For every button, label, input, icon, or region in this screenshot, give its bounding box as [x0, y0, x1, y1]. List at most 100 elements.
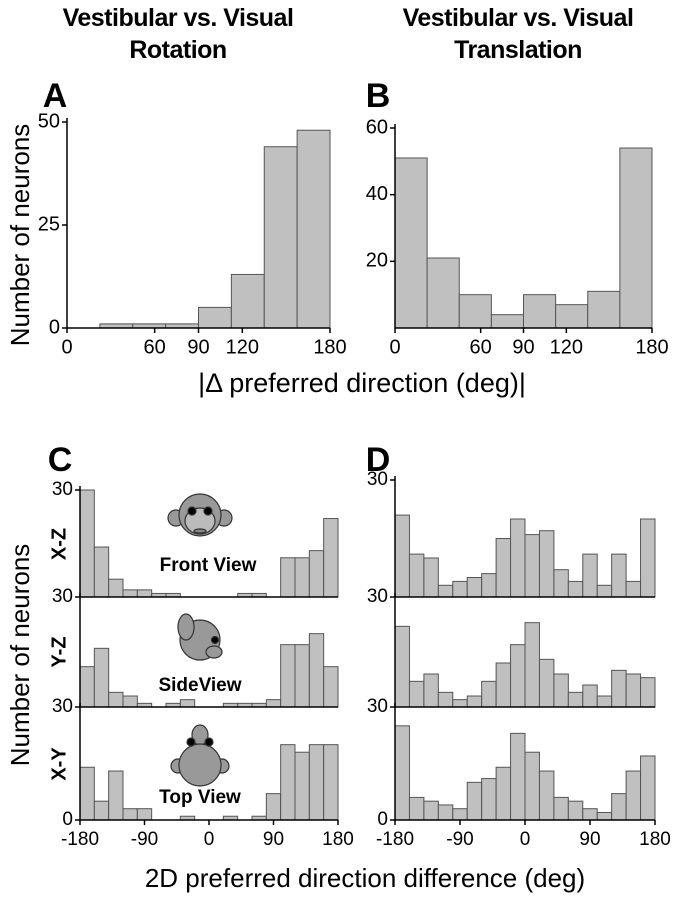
- bar: [452, 808, 468, 821]
- bar: [481, 573, 497, 598]
- bar: [308, 744, 325, 821]
- y-tick-label: 0: [377, 809, 388, 830]
- x-axis-label: 2D preferred direction difference (deg): [145, 863, 585, 893]
- bar: [538, 770, 555, 821]
- column-title: Vestibular vs. Visual Rotation: [62, 4, 294, 64]
- bar: [408, 553, 425, 598]
- x-tick-label: 180: [313, 336, 346, 358]
- bar: [567, 800, 584, 821]
- bar: [582, 808, 598, 821]
- bar: [79, 489, 95, 598]
- panel-label: B: [366, 77, 391, 115]
- bar: [280, 744, 296, 821]
- bar: [408, 796, 425, 821]
- bar: [452, 580, 468, 598]
- view-label: Front View: [160, 555, 257, 576]
- bar: [437, 804, 454, 821]
- bar: [122, 808, 138, 821]
- bar: [265, 699, 282, 708]
- x-tick-label: 60: [470, 336, 492, 358]
- bar: [308, 550, 325, 598]
- bar: [93, 800, 110, 821]
- x-tick-label: -180: [376, 829, 414, 850]
- bar: [280, 557, 296, 598]
- x-tick-label: 0: [520, 829, 531, 850]
- bar: [553, 569, 569, 598]
- bar: [619, 147, 653, 329]
- bar: [510, 644, 526, 708]
- row-label: Y-Z: [48, 636, 70, 667]
- y-tick-label: 20: [366, 250, 388, 272]
- bar: [524, 622, 540, 708]
- bar: [394, 157, 428, 329]
- bar: [323, 666, 339, 708]
- bar: [108, 578, 124, 598]
- bar: [538, 658, 555, 708]
- y-tick-label: 25: [38, 213, 60, 235]
- bar: [640, 677, 656, 708]
- bar: [567, 580, 584, 598]
- bar: [524, 534, 540, 598]
- bar: [79, 766, 95, 821]
- y-tick-label: 50: [38, 110, 60, 132]
- x-tick-label: 0: [61, 336, 72, 358]
- bar: [426, 257, 460, 329]
- bar: [179, 699, 196, 708]
- bar: [108, 770, 124, 821]
- bar: [394, 625, 410, 708]
- bar: [423, 557, 439, 598]
- bar: [495, 662, 512, 708]
- bar: [466, 577, 483, 598]
- column-title: Vestibular vs. Visual Translation: [402, 4, 634, 64]
- bar: [596, 695, 613, 708]
- bar: [437, 584, 454, 598]
- x-tick-label: 180: [322, 829, 354, 850]
- bar: [466, 695, 483, 708]
- bar: [294, 751, 310, 821]
- top-view-icon: [170, 724, 230, 787]
- bar: [294, 557, 310, 598]
- bar: [323, 518, 339, 598]
- x-tick-label: 60: [144, 336, 166, 358]
- bar: [523, 294, 557, 329]
- x-tick-label: 90: [187, 336, 209, 358]
- bar: [93, 546, 110, 598]
- bar: [524, 751, 540, 821]
- x-tick-label: 90: [579, 829, 600, 850]
- bar: [481, 778, 497, 821]
- bar: [553, 673, 569, 708]
- y-tick-label: 60: [366, 116, 388, 138]
- bar: [625, 673, 642, 708]
- y-tick-label: 0: [49, 316, 60, 338]
- y-tick-label: 0: [62, 809, 73, 830]
- x-tick-label: -180: [61, 829, 99, 850]
- bar: [136, 589, 153, 598]
- bar: [582, 553, 598, 598]
- y-tick-label: 30: [367, 586, 388, 607]
- panel-label: A: [43, 77, 68, 115]
- bar: [555, 304, 589, 329]
- bar: [625, 580, 642, 598]
- bar: [466, 781, 483, 821]
- bar: [108, 691, 124, 708]
- y-axis-label: Number of neurons: [5, 124, 35, 347]
- bar: [437, 691, 454, 708]
- row-label: X-Y: [48, 747, 70, 781]
- bar: [553, 796, 569, 821]
- bar: [596, 811, 613, 821]
- bar: [408, 680, 425, 708]
- bar: [495, 766, 512, 821]
- bar: [452, 699, 468, 708]
- view-label: SideView: [158, 675, 241, 696]
- y-tick-label: 30: [367, 469, 388, 490]
- bar: [296, 129, 331, 329]
- y-axis-label: Number of neurons: [5, 544, 35, 767]
- bar: [263, 146, 298, 329]
- x-tick-label: 180: [635, 336, 668, 358]
- bar: [198, 306, 232, 329]
- front-view-icon: [167, 493, 233, 537]
- bar: [611, 793, 627, 821]
- bar: [567, 691, 584, 708]
- x-tick-label: 0: [204, 829, 215, 850]
